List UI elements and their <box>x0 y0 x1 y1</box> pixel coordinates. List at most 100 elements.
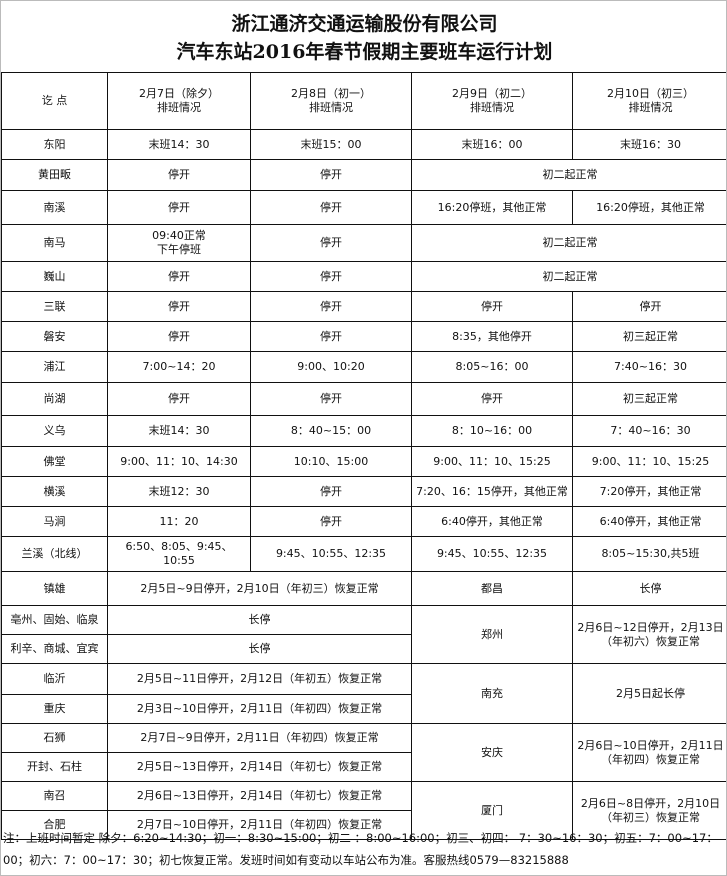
schedule-cell: 停开 <box>411 291 573 322</box>
company-title: 浙江通济交通运输股份有限公司 <box>231 13 498 35</box>
status: 长停 <box>572 571 726 606</box>
place: 利辛、商城、宜宾 <box>1 634 108 664</box>
schedule-cell: 16:20停班，其他正常 <box>411 190 573 225</box>
schedule-table: 讫 点 2月7日（除夕） 排班情况 2月8日（初一） 排班情况 2月9日（初二）… <box>1 72 727 840</box>
place: 浦江 <box>1 351 108 383</box>
place: 佛堂 <box>1 446 108 477</box>
schedule-cell: 初三起正常 <box>572 321 726 352</box>
table-row: 南马 09:40正常 下午停班 停开 初二起正常 <box>1 224 726 262</box>
schedule-cell: 停开 <box>107 382 251 416</box>
status: 2月7日~9日停开，2月11日（年初四）恢复正常 <box>107 723 412 753</box>
place: 南马 <box>1 224 108 262</box>
status: 2月5日起长停 <box>572 663 726 724</box>
schedule-cell: 6:40停开，其他正常 <box>572 506 726 537</box>
schedule-cell: 9:45、10:55、12:35 <box>411 536 573 572</box>
table-row: 重庆 2月3日~10日停开，2月11日（年初四）恢复正常 <box>1 694 727 724</box>
schedule-cell: 7:20、16：15停开，其他正常 <box>411 476 573 507</box>
place: 三联 <box>1 291 108 322</box>
table-row: 横溪 末班12：30 停开 7:20、16：15停开，其他正常 7:20停开，其他正常 <box>1 476 726 507</box>
table-row: 石狮 2月7日~9日停开，2月11日（年初四）恢复正常 安庆 2月6日~10日停开，2… <box>1 723 726 782</box>
schedule-cell: 停开 <box>250 159 412 191</box>
table-row: 磐安 停开 停开 8:35，其他停开 初三起正常 <box>1 321 726 352</box>
table-row: 巍山 停开 停开 初二起正常 <box>1 261 726 292</box>
status: 2月5日~9日停开，2月10日（年初三）恢复正常 <box>107 571 412 606</box>
schedule-cell: 停开 <box>250 382 412 416</box>
schedule-cell: 停开 <box>107 261 251 292</box>
schedule-cell: 停开 <box>250 291 412 322</box>
schedule-cell: 初二起正常 <box>411 224 726 262</box>
place: 安庆 <box>411 723 573 782</box>
status: 2月6日~12日停开，2月13日（年初六）恢复正常 <box>572 605 726 664</box>
schedule-cell: 末班16：00 <box>411 129 573 160</box>
table-row: 合肥 2月7日~10日停开，2月11日（年初四）恢复正常 <box>1 810 727 840</box>
place: 厦门 <box>411 781 573 840</box>
table-row: 三联 停开 停开 停开 停开 <box>1 291 726 322</box>
schedule-cell: 停开 <box>250 261 412 292</box>
schedule-cell: 16:20停班，其他正常 <box>572 190 726 225</box>
place: 横溪 <box>1 476 108 507</box>
schedule-cell: 9:00、10:20 <box>250 351 412 383</box>
status: 2月5日~13日停开，2月14日（年初七）恢复正常 <box>107 752 412 782</box>
schedule-cell: 停开 <box>107 291 251 322</box>
status: 长停 <box>107 634 412 664</box>
place: 重庆 <box>1 694 108 724</box>
place: 南充 <box>411 663 573 724</box>
status: 2月5日~11日停开，2月12日（年初五）恢复正常 <box>107 663 412 695</box>
schedule-cell: 8：40~15：00 <box>250 415 412 447</box>
table-row: 镇雄 2月5日~9日停开，2月10日（年初三）恢复正常 都昌 长停 <box>1 571 726 606</box>
place: 镇雄 <box>1 571 108 606</box>
schedule-cell: 停开 <box>572 291 726 322</box>
place: 东阳 <box>1 129 108 160</box>
schedule-cell: 9:00、11：10、15:25 <box>572 446 726 477</box>
table-row: 临沂 2月5日~11日停开，2月12日（年初五）恢复正常 南充 2月5日起长停 <box>1 663 726 724</box>
schedule-cell: 末班12：30 <box>107 476 251 507</box>
schedule-cell: 7:40~16：30 <box>572 351 726 383</box>
schedule-cell: 8:35，其他停开 <box>411 321 573 352</box>
document-title: 汽车东站2016年春节假期主要班车运行计划 <box>176 41 553 63</box>
footer-note: 注：上班时间暂定 除夕：6:20~14:30；初一：8:30~15:00；初二 … <box>3 831 718 867</box>
place: 马涧 <box>1 506 108 537</box>
place: 巍山 <box>1 261 108 292</box>
schedule-cell: 7：40~16：30 <box>572 415 726 447</box>
schedule-cell: 6:40停开，其他正常 <box>411 506 573 537</box>
schedule-cell: 6:50、8:05、9:45、 10:55 <box>107 536 251 572</box>
place: 开封、石柱 <box>1 752 108 782</box>
schedule-cell: 停开 <box>250 224 412 262</box>
schedule-cell: 末班15：00 <box>250 129 412 160</box>
schedule-cell: 11：20 <box>107 506 251 537</box>
place: 合肥 <box>1 810 108 840</box>
table-row: 尚湖 停开 停开 停开 初三起正常 <box>1 382 726 416</box>
place: 义乌 <box>1 415 108 447</box>
status: 2月6日~10日停开，2月11日（年初四）恢复正常 <box>572 723 726 782</box>
place: 都昌 <box>411 571 573 606</box>
schedule-cell: 9:45、10:55、12:35 <box>250 536 412 572</box>
table-row: 利辛、商城、宜宾 长停 <box>1 634 727 664</box>
table-row: 南召 2月6日~13日停开，2月14日（年初七）恢复正常 厦门 2月6日~8日停开，2… <box>1 781 726 840</box>
schedule-cell: 9:00、11：10、14:30 <box>107 446 251 477</box>
table-row: 马涧 11：20 停开 6:40停开，其他正常 6:40停开，其他正常 <box>1 506 726 537</box>
schedule-cell: 8：10~16：00 <box>411 415 573 447</box>
schedule-cell: 停开 <box>107 321 251 352</box>
table-row: 开封、石柱 2月5日~13日停开，2月14日（年初七）恢复正常 <box>1 752 727 782</box>
table-row: 黄田畈 停开 停开 初二起正常 <box>1 159 726 191</box>
header-date: 2月8日（初一） 排班情况 <box>250 72 412 130</box>
schedule-cell: 停开 <box>107 159 251 191</box>
schedule-cell: 初二起正常 <box>411 261 726 292</box>
place: 磐安 <box>1 321 108 352</box>
header-date: 2月7日（除夕） 排班情况 <box>107 72 251 130</box>
status: 2月6日~13日停开，2月14日（年初七）恢复正常 <box>107 781 412 811</box>
table-row: 亳州、固始、临泉 长停 郑州 2月6日~12日停开，2月13日（年初六）恢复正常 <box>1 605 726 664</box>
table-row: 佛堂 9:00、11：10、14:30 10:10、15:00 9:00、11：10、… <box>1 446 726 477</box>
header-date: 2月10日（初三） 排班情况 <box>572 72 726 130</box>
schedule-cell: 10:10、15:00 <box>250 446 412 477</box>
status: 2月7日~10日停开，2月11日（年初四）恢复正常 <box>107 810 412 840</box>
table-row: 浦江 7:00~14：20 9:00、10:20 8:05~16：00 7:40~16：… <box>1 351 726 383</box>
status: 长停 <box>107 605 412 635</box>
schedule-cell: 末班16：30 <box>572 129 726 160</box>
status: 2月6日~8日停开，2月10日（年初三）恢复正常 <box>572 781 726 840</box>
schedule-cell: 初二起正常 <box>411 159 726 191</box>
schedule-cell: 停开 <box>250 506 412 537</box>
place: 黄田畈 <box>1 159 108 191</box>
place: 尚湖 <box>1 382 108 416</box>
